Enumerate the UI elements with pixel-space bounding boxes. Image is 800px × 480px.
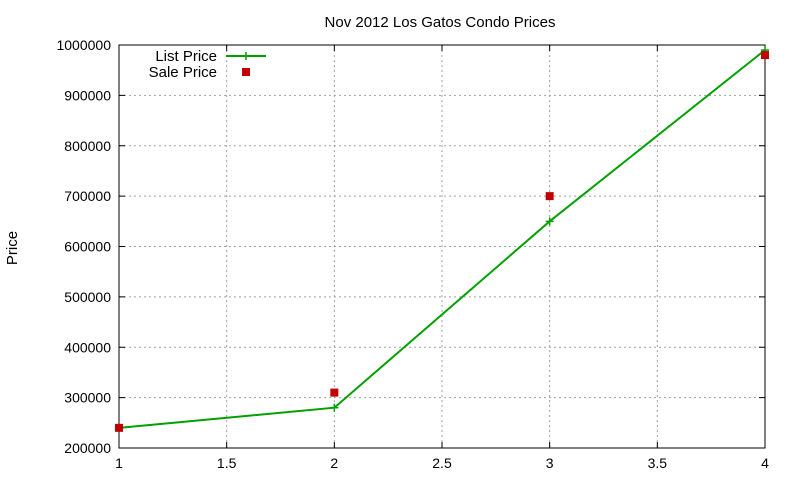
list-price-point xyxy=(330,403,339,412)
y-tick-label: 1000000 xyxy=(56,37,111,53)
sale-price-point xyxy=(115,423,123,432)
x-tick-label: 2.5 xyxy=(432,455,452,471)
y-tick-label: 300000 xyxy=(64,390,111,406)
list-price-point xyxy=(545,217,554,226)
x-tick-label: 4 xyxy=(761,455,769,471)
y-axis-label: Price xyxy=(4,231,21,265)
y-tick-label: 400000 xyxy=(64,339,111,355)
x-tick-label: 1.5 xyxy=(217,455,237,471)
x-tick-label: 3 xyxy=(546,455,554,471)
legend-label: Sale Price xyxy=(149,64,217,81)
legend-square-sample xyxy=(242,68,250,76)
sale-price-point xyxy=(545,192,554,201)
list-price-line xyxy=(118,49,766,429)
y-tick-label: 700000 xyxy=(64,188,111,204)
grid-lines xyxy=(119,45,765,448)
y-tick-label: 600000 xyxy=(64,239,111,255)
x-tick-label: 3.5 xyxy=(648,455,668,471)
y-tick-label: 500000 xyxy=(64,289,111,305)
y-tick-label: 200000 xyxy=(64,440,111,456)
y-tick-label: 800000 xyxy=(64,138,111,154)
legend-label: List Price xyxy=(155,48,217,65)
sale-price-point xyxy=(330,388,339,397)
chart-title: Nov 2012 Los Gatos Condo Prices xyxy=(325,14,556,31)
y-tick-label: 900000 xyxy=(64,87,111,103)
x-tick-label: 1 xyxy=(115,455,123,471)
data-series xyxy=(115,46,769,432)
x-tick-label: 2 xyxy=(330,455,338,471)
sale-price-point xyxy=(761,51,769,60)
axis-ticks: 1 1.5 2 2.5 3 3.5 4 200000 300000 400000 500000 600… xyxy=(56,37,769,471)
